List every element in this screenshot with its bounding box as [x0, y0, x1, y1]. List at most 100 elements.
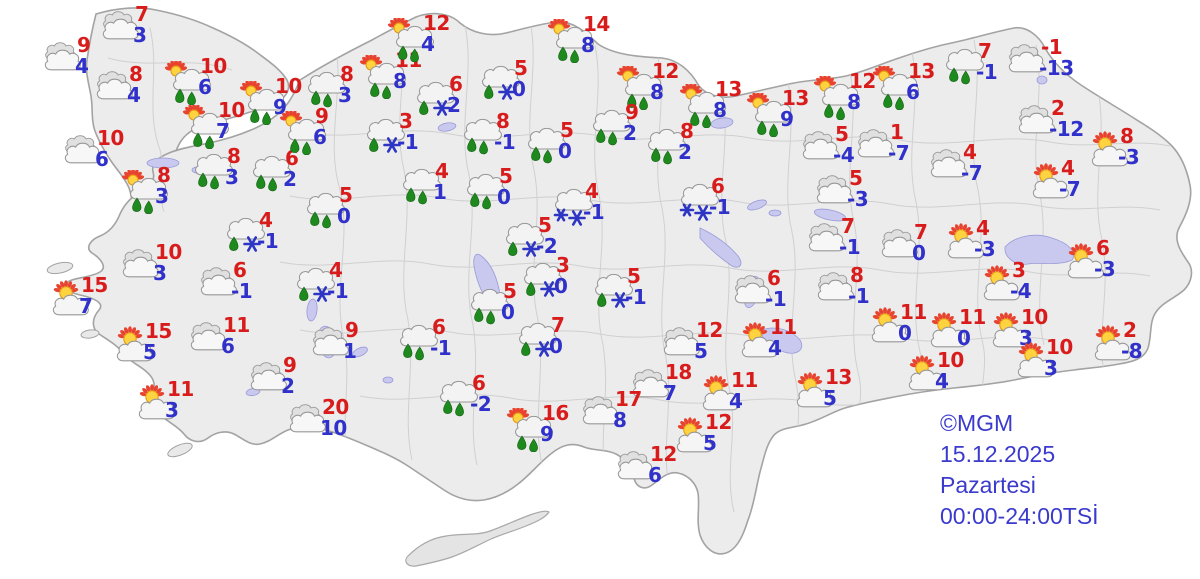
- low-temp: -7: [888, 141, 910, 165]
- low-temp: 4: [75, 54, 89, 78]
- cloudy-icon: [186, 320, 232, 358]
- low-temp: 8: [581, 33, 595, 57]
- partly-sunny-icon: [922, 312, 972, 356]
- low-temp: -1: [976, 60, 998, 84]
- weather-station: 5 0: [523, 118, 587, 172]
- high-temp: 4: [585, 179, 599, 203]
- low-temp: 8: [393, 69, 407, 93]
- high-temp: 20: [322, 395, 349, 419]
- high-temp: 5: [499, 164, 513, 188]
- showers-icon: [386, 16, 436, 66]
- rain-icon: [643, 126, 689, 170]
- low-temp: 6: [648, 463, 662, 487]
- low-temp: 4: [421, 32, 435, 56]
- weather-station: 9 4: [40, 33, 104, 87]
- weather-station: 6 -1: [395, 315, 459, 369]
- low-temp: -7: [1059, 177, 1081, 201]
- high-temp: 10: [200, 54, 227, 78]
- high-temp: 7: [841, 214, 855, 238]
- high-temp: 5: [514, 56, 528, 80]
- low-temp: 2: [623, 121, 637, 145]
- partly-sunny-icon: [733, 322, 783, 366]
- weather-station: 16 9: [505, 401, 569, 455]
- low-temp: -1: [494, 130, 516, 154]
- rain-icon: [248, 153, 294, 197]
- cloudy-icon: [812, 173, 858, 211]
- low-temp: -12: [1049, 117, 1084, 141]
- high-temp: 8: [157, 163, 171, 187]
- high-temp: 8: [496, 109, 510, 133]
- weather-station: 14 8: [546, 12, 610, 66]
- low-temp: -4: [833, 143, 855, 167]
- low-temp: 0: [957, 326, 971, 350]
- low-temp: 5: [143, 340, 157, 364]
- cyprus-island: [405, 510, 550, 567]
- showers-icon: [358, 53, 408, 103]
- sleet-icon: [519, 260, 569, 306]
- high-temp: 4: [1061, 156, 1075, 180]
- high-temp: -1: [1041, 35, 1063, 59]
- cloudy-icon: [613, 449, 659, 487]
- rain-icon: [459, 116, 505, 160]
- high-temp: 5: [339, 183, 353, 207]
- low-temp: -1: [327, 279, 349, 303]
- low-temp: 7: [216, 119, 230, 143]
- cloudy-icon: [98, 9, 144, 47]
- low-temp: 0: [497, 185, 511, 209]
- showers-icon: [871, 64, 921, 114]
- weather-station: 10 4: [900, 348, 964, 402]
- weather-station: 10 3: [1009, 335, 1073, 389]
- high-temp: 3: [1012, 258, 1026, 282]
- weather-station: 11 6: [186, 313, 250, 367]
- partly-sunny-icon: [1086, 325, 1136, 369]
- weather-station: 8 3: [303, 62, 367, 116]
- rain-icon: [588, 107, 634, 151]
- weather-station: 9 2: [588, 100, 652, 154]
- low-temp: 0: [554, 274, 568, 298]
- partly-sunny-icon: [788, 372, 838, 416]
- high-temp: 8: [129, 62, 143, 86]
- cloudy-icon: [60, 133, 106, 171]
- high-temp: 7: [551, 313, 565, 337]
- sleet-icon: [501, 220, 551, 266]
- weather-station: 15 5: [108, 319, 172, 373]
- high-temp: 1: [890, 120, 904, 144]
- showers-icon: [238, 79, 288, 129]
- low-temp: 5: [703, 431, 717, 455]
- weather-station: 11 0: [863, 300, 927, 354]
- weather-station: 13 5: [788, 365, 852, 419]
- high-temp: 8: [227, 144, 241, 168]
- high-temp: 10: [218, 98, 245, 122]
- map-credit-block: ©MGM 15.12.2025 Pazartesi 00:00-24:00TSİ: [940, 408, 1099, 532]
- cloudy-icon: [730, 273, 776, 311]
- showers-icon: [615, 64, 665, 114]
- high-temp: 8: [340, 62, 354, 86]
- cloudy-icon: [578, 394, 624, 432]
- cloudy-icon: [853, 127, 899, 165]
- rain-icon: [395, 322, 441, 366]
- weather-station: 12 6: [613, 442, 677, 496]
- weather-station: 10 6: [60, 126, 124, 180]
- cloudy-icon: [118, 247, 164, 285]
- low-temp: -2: [536, 234, 558, 258]
- low-temp: -1: [583, 200, 605, 224]
- low-temp: -1: [709, 195, 731, 219]
- aegean-island: [80, 329, 100, 339]
- sleet-icon: [292, 265, 342, 311]
- high-temp: 11: [731, 368, 758, 392]
- weather-station: 11 8: [358, 48, 422, 103]
- low-temp: 6: [221, 334, 235, 358]
- partly-sunny-icon: [984, 312, 1034, 356]
- sleet-icon: [477, 63, 527, 109]
- low-temp: 6: [95, 147, 109, 171]
- weather-station: 6 2: [412, 72, 476, 126]
- weather-station: 6 -1: [730, 266, 794, 320]
- high-temp: 9: [625, 100, 639, 124]
- weather-station: 4 -1: [292, 258, 356, 312]
- high-temp: 10: [275, 74, 302, 98]
- partly-sunny-icon: [694, 375, 744, 419]
- weather-station: 4 -1: [548, 179, 612, 233]
- low-temp: 10: [320, 416, 347, 440]
- partly-sunny-icon: [939, 223, 989, 267]
- weather-station: 12 5: [668, 410, 732, 464]
